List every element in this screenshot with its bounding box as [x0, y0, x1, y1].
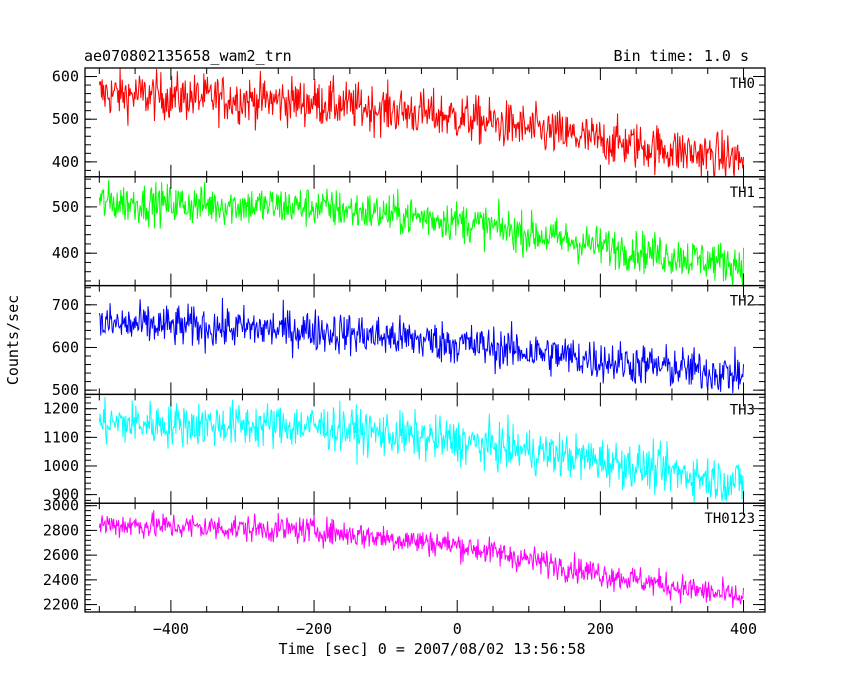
x-axis-title: Time [sec] 0 = 2007/08/02 13:56:58 — [278, 640, 585, 658]
panel-th0123: 2200 2400 2600 2800 3000 TH0123 — [43, 497, 766, 614]
y-tick-label: 600 — [52, 338, 79, 356]
series-line-th2 — [98, 298, 745, 394]
panel-label: TH1 — [730, 185, 755, 201]
y-tick-label: 2800 — [43, 521, 79, 539]
panel-label: TH3 — [730, 402, 755, 418]
x-tick-label: 0 — [453, 620, 462, 638]
series-line-th3 — [98, 396, 745, 504]
y-tick-label: 600 — [52, 68, 79, 86]
panel-label: TH0 — [730, 76, 755, 92]
y-tick-label: 400 — [52, 244, 79, 262]
x-tick-label: −200 — [296, 620, 332, 638]
series-line-th0123 — [98, 510, 745, 609]
series-line-th1 — [98, 180, 745, 286]
panels-group: 400 500 600 TH0 400 500 TH1 500 600 700 TH2 900 1000… — [43, 67, 766, 638]
panel-label: TH0123 — [704, 511, 755, 527]
y-tick-label: 700 — [52, 296, 79, 314]
x-tick-label: 200 — [587, 620, 614, 638]
panel-frame — [84, 502, 766, 613]
series-line-th0 — [98, 68, 745, 177]
panel-th3: 900 1000 1100 1200 TH3 — [43, 393, 766, 504]
y-tick-label: 500 — [52, 110, 79, 128]
panel-th2: 500 600 700 TH2 — [52, 284, 766, 399]
y-tick-label: 2400 — [43, 571, 79, 589]
panel-frame — [84, 67, 766, 178]
y-axis-title: Counts/sec — [4, 295, 22, 385]
y-tick-label: 1100 — [43, 428, 79, 446]
bin-time-label: Bin time: 1.0 s — [614, 47, 749, 65]
y-tick-label: 3000 — [43, 497, 79, 515]
x-tick-label: 400 — [730, 620, 757, 638]
y-tick-label: 1000 — [43, 457, 79, 475]
chart-title: ae070802135658_wam2_trn — [84, 47, 292, 65]
y-tick-label: 1200 — [43, 400, 79, 418]
y-tick-label: 400 — [52, 153, 79, 171]
y-tick-label: 2600 — [43, 546, 79, 564]
y-tick-label: 500 — [52, 198, 79, 216]
x-tick-label: −400 — [153, 620, 189, 638]
y-tick-label: 2200 — [43, 596, 79, 614]
panel-th0: 400 500 600 TH0 — [52, 67, 766, 178]
panel-th1: 400 500 TH1 — [52, 176, 766, 287]
panel-label: TH2 — [730, 294, 755, 310]
y-tick-label: 900 — [52, 486, 79, 504]
y-tick-label: 500 — [52, 381, 79, 399]
